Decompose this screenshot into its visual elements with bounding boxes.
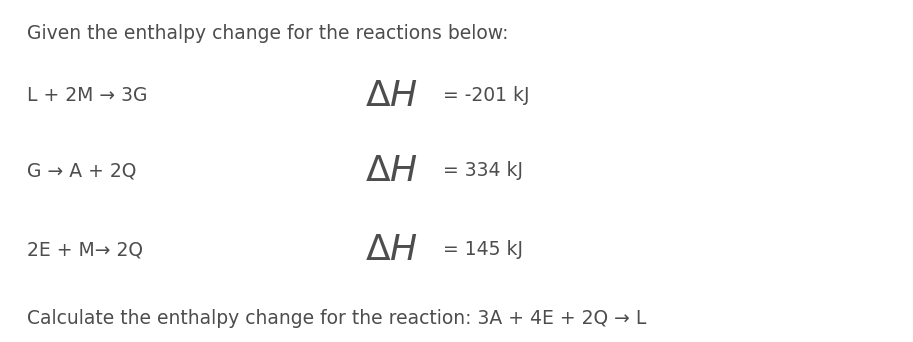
- Text: = 334 kJ: = 334 kJ: [443, 161, 523, 181]
- Text: $\mathit{\Delta H}$: $\mathit{\Delta H}$: [365, 154, 418, 188]
- Text: $\mathit{\Delta H}$: $\mathit{\Delta H}$: [365, 79, 418, 113]
- Text: Calculate the enthalpy change for the reaction: 3A + 4E + 2Q → L: Calculate the enthalpy change for the re…: [27, 309, 646, 328]
- Text: Given the enthalpy change for the reactions below:: Given the enthalpy change for the reacti…: [27, 24, 509, 43]
- Text: G → A + 2Q: G → A + 2Q: [27, 161, 137, 181]
- Text: L + 2M → 3G: L + 2M → 3G: [27, 86, 148, 105]
- Text: 2E + M→ 2Q: 2E + M→ 2Q: [27, 240, 143, 259]
- Text: = -201 kJ: = -201 kJ: [443, 86, 530, 105]
- Text: $\mathit{\Delta H}$: $\mathit{\Delta H}$: [365, 233, 418, 267]
- Text: = 145 kJ: = 145 kJ: [443, 240, 523, 259]
